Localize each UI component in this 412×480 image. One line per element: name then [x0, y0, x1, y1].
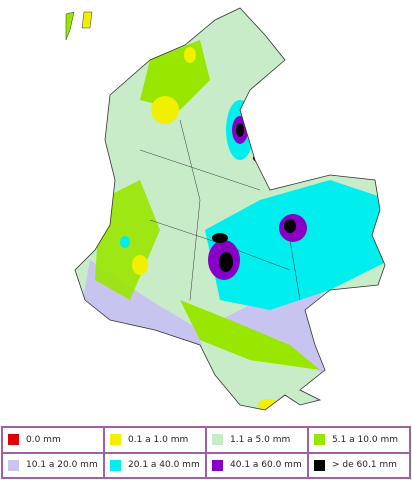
legend-label: 1.1 a 5.0 mm [230, 434, 291, 445]
legend-label: 20.1 a 40.0 mm [128, 460, 200, 471]
legend-item: 0.1 a 1.0 mm [104, 427, 206, 453]
legend-swatch [314, 459, 325, 471]
legend: 0.0 mm 0.1 a 1.0 mm 1.1 a 5.0 mm 5.1 a 10.0… [1, 426, 411, 479]
legend-item: 20.1 a 40.0 mm [104, 452, 206, 478]
legend-swatch [8, 459, 19, 471]
legend-item: > de 60.1 mm [308, 452, 410, 478]
department-borders [139, 119, 301, 301]
legend-swatch [212, 459, 223, 471]
legend-item: 10.1 a 20.0 mm [2, 452, 104, 478]
legend-swatch [110, 459, 121, 471]
legend-item: 40.1 a 60.0 mm [206, 452, 308, 478]
legend-swatch [314, 434, 325, 446]
legend-item: 5.1 a 10.0 mm [308, 427, 410, 453]
map-fill [75, 8, 385, 410]
legend-swatch [110, 434, 121, 446]
legend-swatch [8, 434, 19, 446]
precipitation-map [65, 7, 386, 411]
legend-label: > de 60.1 mm [332, 460, 397, 471]
legend-item: 1.1 a 5.0 mm [206, 427, 308, 453]
island [65, 11, 75, 41]
legend-label: 5.1 a 10.0 mm [332, 434, 398, 445]
legend-label: 0.0 mm [26, 434, 61, 445]
legend-label: 0.1 a 1.0 mm [128, 434, 189, 445]
legend-swatch [212, 434, 223, 446]
island [81, 11, 93, 29]
legend-item: 0.0 mm [2, 427, 104, 453]
legend-label: 10.1 a 20.0 mm [26, 460, 98, 471]
legend-label: 40.1 a 60.0 mm [230, 460, 302, 471]
country-outline [74, 7, 386, 411]
